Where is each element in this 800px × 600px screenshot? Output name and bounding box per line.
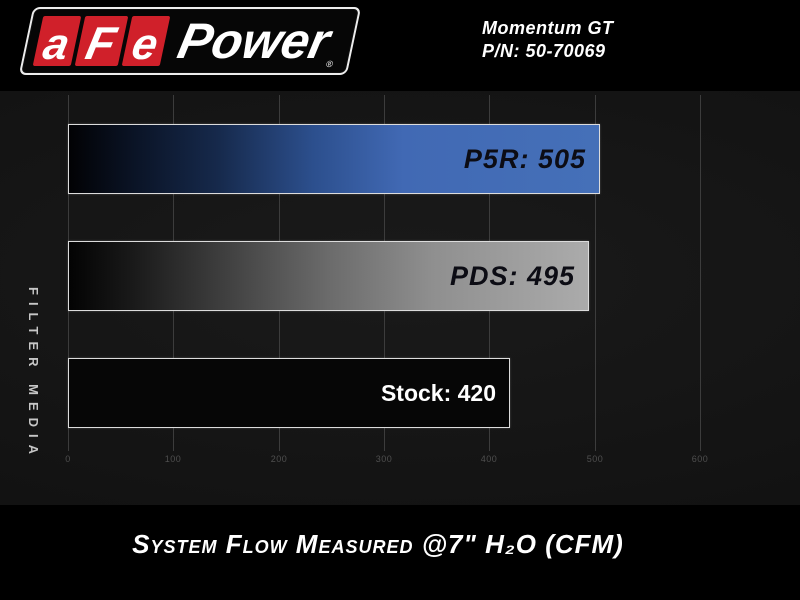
logo-letter-block: F	[75, 16, 128, 70]
logo-letter-block: e	[121, 16, 171, 70]
logo-power-text: Power	[173, 13, 336, 69]
logo-letter-e: e	[127, 20, 163, 70]
bar-pds: PDS: 495	[68, 241, 589, 311]
product-info: Momentum GT P/N: 50-70069	[482, 17, 614, 64]
gridline-x-500	[595, 95, 596, 451]
afe-power-logo: a F e Power ®	[18, 7, 362, 75]
x-tick-label-500: 500	[586, 454, 604, 464]
x-tick-label-600: 600	[691, 454, 709, 464]
registered-trademark-symbol: ®	[325, 59, 334, 69]
bar-label-pds: PDS: 495	[449, 260, 575, 291]
x-tick-label-100: 100	[164, 454, 182, 464]
logo-letter-f: F	[81, 17, 121, 70]
bar-p5r: P5R: 505	[68, 124, 600, 194]
gridline-x-600	[700, 95, 701, 451]
x-tick-label-400: 400	[480, 454, 498, 464]
product-name: Momentum GT	[482, 18, 614, 38]
product-part-number: P/N: 50-70069	[482, 41, 606, 62]
bar-stock: Stock: 420	[68, 358, 510, 428]
logo-letter-block: a	[32, 16, 82, 70]
x-tick-label-300: 300	[375, 454, 393, 464]
x-tick-label-200: 200	[270, 454, 288, 464]
logo-letter-a: a	[39, 20, 74, 70]
x-tick-label-0: 0	[65, 454, 71, 464]
footer: System Flow Measured @7" H₂O (CFM)	[0, 505, 800, 600]
flow-bar-chart: FILTER MEDIA 0 100 200 300 400 500 600 P5R: 505…	[0, 91, 800, 505]
bar-label-p5r: P5R: 505	[463, 143, 586, 174]
x-axis-caption: System Flow Measured @7" H₂O (CFM)	[132, 529, 624, 559]
header: a F e Power ® Momentum GT P/N: 50-70069	[0, 0, 800, 91]
y-axis-label: FILTER MEDIA	[26, 287, 41, 462]
bar-label-stock: Stock: 420	[380, 379, 496, 406]
